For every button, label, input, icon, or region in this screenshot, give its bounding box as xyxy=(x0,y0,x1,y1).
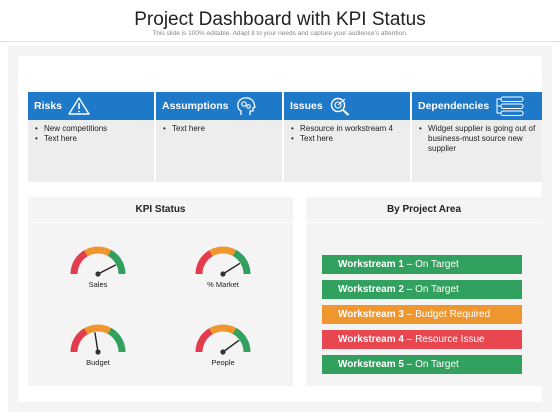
gauge-red-segment xyxy=(195,327,214,353)
gauge-red-segment xyxy=(70,327,89,353)
gauge-dial xyxy=(195,246,251,277)
gauge-label: Budget xyxy=(86,358,110,367)
list-item: Widget supplier is going out of business… xyxy=(418,124,536,154)
workstream-name: Workstream 1 xyxy=(338,259,404,270)
warning-icon xyxy=(68,97,90,115)
dependencies-header: Dependencies xyxy=(412,92,542,120)
assumptions-header: Assumptions xyxy=(156,92,282,120)
workstream-status: – Budget Required xyxy=(406,309,491,320)
gauge-hub xyxy=(95,349,101,355)
gauge-dial xyxy=(195,324,251,355)
gauge-sales: Sales xyxy=(58,241,138,289)
assumptions-body: Text here xyxy=(156,120,282,182)
workstream-name: Workstream 4 xyxy=(338,334,404,345)
assumptions-label: Assumptions xyxy=(162,100,229,112)
gauge-hub xyxy=(220,349,226,355)
list-item: Resource in workstream 4 xyxy=(290,124,404,134)
gauge-green-segment xyxy=(232,327,251,353)
gauge-orange-segment xyxy=(83,324,113,335)
dashboard-card: Risks Assumptions Issues xyxy=(18,56,542,402)
gauge-red-segment xyxy=(70,249,89,275)
list-item: Text here xyxy=(290,134,404,144)
issues-body: Resource in workstream 4 Text here xyxy=(284,120,410,182)
dependencies-body: Widget supplier is going out of business… xyxy=(412,120,542,182)
risks-header: Risks xyxy=(28,92,154,120)
workstream-status: – On Target xyxy=(406,259,459,270)
gauge-dial xyxy=(70,246,126,277)
gauge-label: Sales xyxy=(88,280,108,289)
workstream-status: – On Target xyxy=(406,359,459,370)
workstream-bar: Workstream 5 – On Target xyxy=(322,355,522,374)
issues-header: Issues xyxy=(284,92,410,120)
kpi-status-box: KPI Status Sales % Market Budget People xyxy=(28,197,293,386)
issues-label: Issues xyxy=(290,100,323,112)
gauge-dial xyxy=(70,324,126,355)
list-item: Text here xyxy=(34,134,148,144)
workstream-name: Workstream 2 xyxy=(338,284,404,295)
gauge-budget: Budget xyxy=(58,319,138,367)
workstream-status: – On Target xyxy=(406,284,459,295)
workstream-bar: Workstream 2 – On Target xyxy=(322,280,522,299)
workstream-bar: Workstream 1 – On Target xyxy=(322,255,522,274)
kpi-status-title: KPI Status xyxy=(28,197,293,223)
title-divider xyxy=(0,41,560,42)
workstream-name: Workstream 5 xyxy=(338,359,404,370)
gauge-orange-segment xyxy=(83,246,113,257)
gauge-needle xyxy=(222,262,241,275)
project-area-box: By Project Area Workstream 1 – On Target… xyxy=(306,197,542,386)
gauge-needle xyxy=(97,264,117,275)
gauge-green-segment xyxy=(232,249,251,275)
workstream-name: Workstream 3 xyxy=(338,309,404,320)
list-item: New competitions xyxy=(34,124,148,134)
list-item: Text here xyxy=(162,124,276,134)
dashboard-panel: Risks Assumptions Issues xyxy=(8,46,552,412)
page-subtitle: This slide is 100% editable. Adapt it to… xyxy=(152,30,408,37)
risks-body: New competitions Text here xyxy=(28,120,154,182)
workstream-status: – Resource Issue xyxy=(406,334,485,345)
gauge-hub xyxy=(95,271,101,277)
gauge-label: People xyxy=(211,358,235,367)
project-area-title: By Project Area xyxy=(306,197,542,223)
gauge-needle xyxy=(94,332,99,353)
dependencies-label: Dependencies xyxy=(418,100,490,112)
gauge-orange-segment xyxy=(208,246,238,257)
gauge-market: % Market xyxy=(183,241,263,289)
workstream-bar: Workstream 3 – Budget Required xyxy=(322,305,522,324)
risks-label: Risks xyxy=(34,100,63,112)
gauge-red-segment xyxy=(195,249,214,275)
magnifier-target-icon xyxy=(330,97,349,116)
gauge-green-segment xyxy=(107,327,126,353)
workstream-bar: Workstream 4 – Resource Issue xyxy=(322,330,522,349)
gauge-people: People xyxy=(183,319,263,367)
gauge-orange-segment xyxy=(208,324,238,335)
gauge-label: % Market xyxy=(207,280,239,289)
gauge-green-segment xyxy=(107,249,126,275)
gauge-hub xyxy=(220,271,226,277)
linked-list-icon xyxy=(496,96,524,116)
head-gears-icon xyxy=(236,97,256,115)
gauge-needle xyxy=(222,339,240,353)
page-title: Project Dashboard with KPI Status xyxy=(134,9,426,30)
